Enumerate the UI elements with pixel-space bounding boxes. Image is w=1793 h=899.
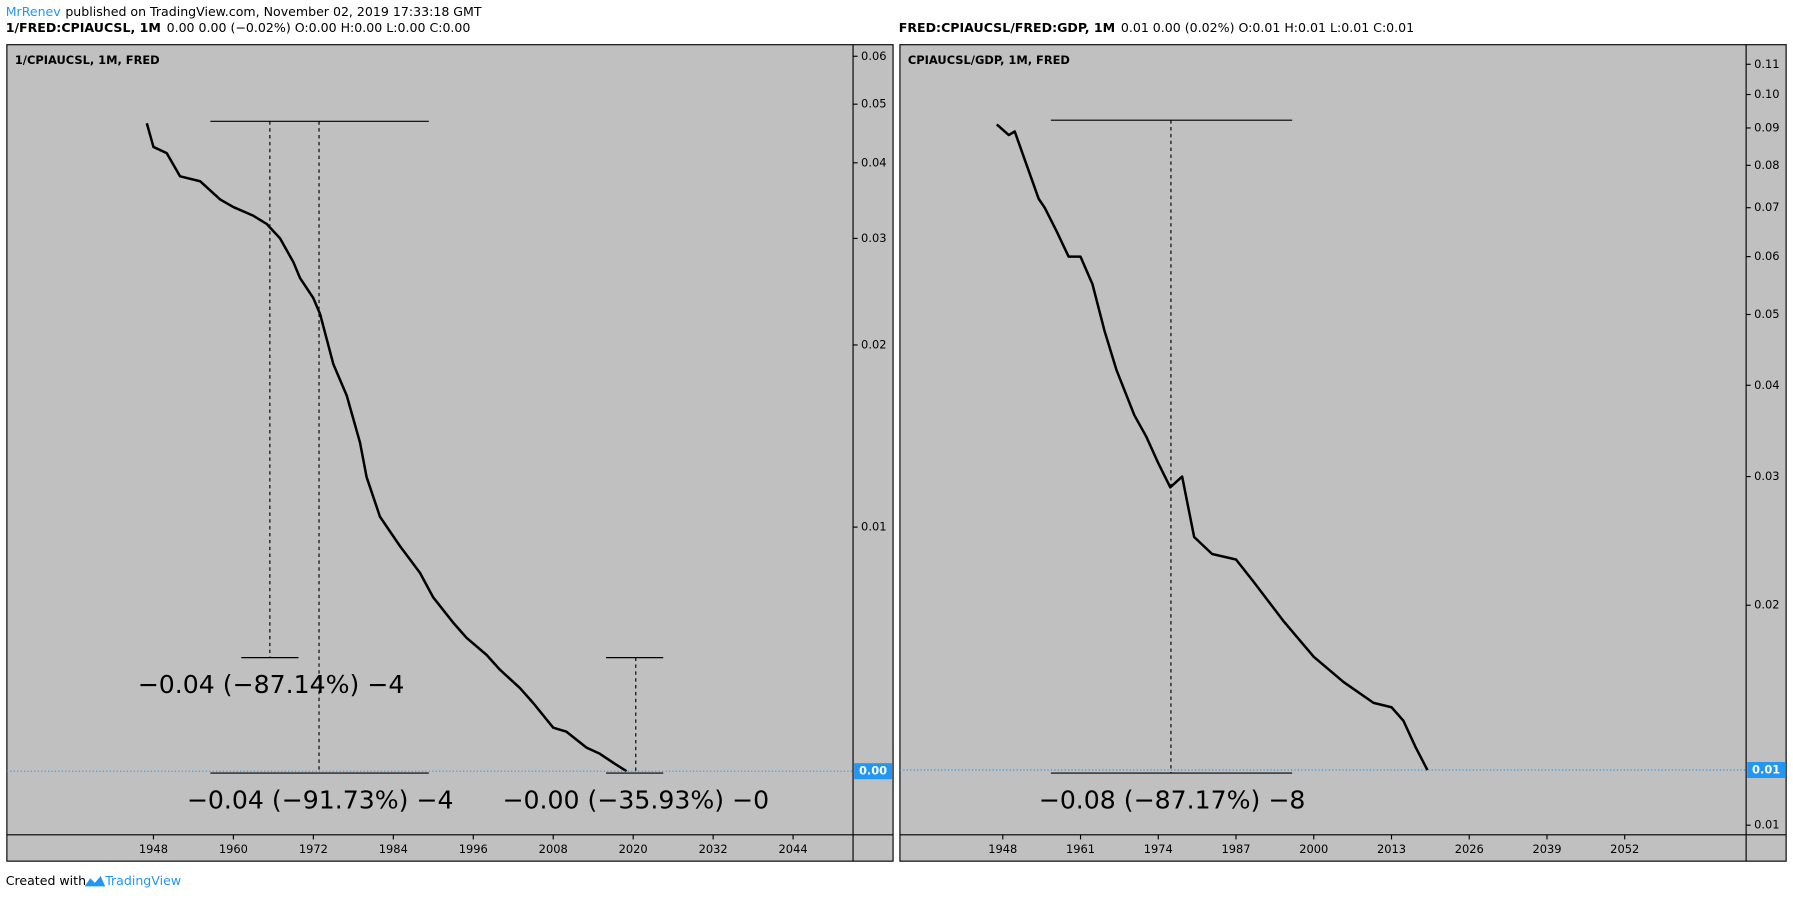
measure-label: −0.08 (−87.17%) −8 [1039, 786, 1306, 815]
y-tick-label: 0.04 [1754, 378, 1779, 392]
plot-area [899, 44, 1787, 862]
y-tick-label: 0.07 [1754, 200, 1779, 214]
x-tick-label: 2032 [699, 842, 728, 856]
x-tick-label: 2000 [1299, 842, 1328, 856]
x-tick-label: 2052 [1610, 842, 1639, 856]
author[interactable]: MrRenev [6, 4, 62, 19]
x-tick-label: 1948 [988, 842, 1017, 856]
x-tick-label: 1972 [299, 842, 328, 856]
series-line [145, 122, 628, 773]
symbol: FRED:CPIAUCSL/FRED:GDP, 1M [899, 20, 1115, 35]
x-tick-label: 1987 [1221, 842, 1250, 856]
x-tick-label: 1948 [139, 842, 168, 856]
y-tick-label: 0.06 [1754, 249, 1779, 263]
measure-label: −0.00 (−35.93%) −0 [502, 786, 769, 815]
y-tick-label: 0.03 [1754, 469, 1779, 483]
y-tick-label: 0.02 [861, 337, 886, 351]
chart-title: 1/CPIAUCSL, 1M, FRED [15, 53, 160, 67]
y-tick-label: 0.03 [861, 231, 886, 245]
last-price-box [854, 763, 892, 780]
y-tick-label: 0.09 [1754, 120, 1779, 134]
series-line [995, 123, 1429, 771]
brand[interactable]: TradingView [104, 873, 181, 888]
y-tick-label: 0.01 [861, 520, 886, 534]
x-tick-label: 1961 [1066, 842, 1095, 856]
x-tick-label: 2008 [539, 842, 568, 856]
y-tick-label: 0.01 [1754, 818, 1779, 832]
x-tick-label: 1996 [459, 842, 488, 856]
published-info: published on TradingView.com, November 0… [65, 4, 482, 19]
y-tick-label: 0.06 [861, 49, 886, 63]
x-tick-label: 1960 [219, 842, 248, 856]
plot-area [6, 44, 894, 862]
y-tick-label: 0.05 [1754, 307, 1779, 321]
x-tick-label: 2039 [1532, 842, 1561, 856]
x-tick-label: 1984 [379, 842, 408, 856]
measure-label: −0.04 (−87.14%) −4 [138, 670, 405, 699]
x-tick-label: 2013 [1377, 842, 1406, 856]
last-price-box [1747, 761, 1785, 778]
measure-label: −0.04 (−91.73%) −4 [187, 786, 454, 815]
quote: 0.01 0.00 (0.02%) O:0.01 H:0.01 L:0.01 C… [1121, 20, 1414, 35]
y-tick-label: 0.08 [1754, 158, 1779, 172]
quote: 0.00 0.00 (−0.02%) O:0.00 H:0.00 L:0.00 … [167, 20, 471, 35]
y-tick-label: 0.04 [861, 155, 886, 169]
last-price-label: 0.01 [1752, 762, 1780, 776]
symbol: 1/FRED:CPIAUCSL, 1M [6, 20, 161, 35]
y-tick-label: 0.02 [1754, 598, 1779, 612]
x-tick-label: 1974 [1144, 842, 1173, 856]
y-tick-label: 0.11 [1754, 57, 1779, 71]
x-tick-label: 2026 [1455, 842, 1484, 856]
last-price-label: 0.00 [859, 764, 887, 778]
x-tick-label: 2044 [779, 842, 808, 856]
chart-title: CPIAUCSL/GDP, 1M, FRED [908, 53, 1070, 67]
y-tick-label: 0.10 [1754, 87, 1779, 101]
brand-icon [84, 876, 106, 887]
footer-text: Created with [6, 873, 86, 888]
x-tick-label: 2020 [619, 842, 648, 856]
y-tick-label: 0.05 [861, 97, 886, 111]
